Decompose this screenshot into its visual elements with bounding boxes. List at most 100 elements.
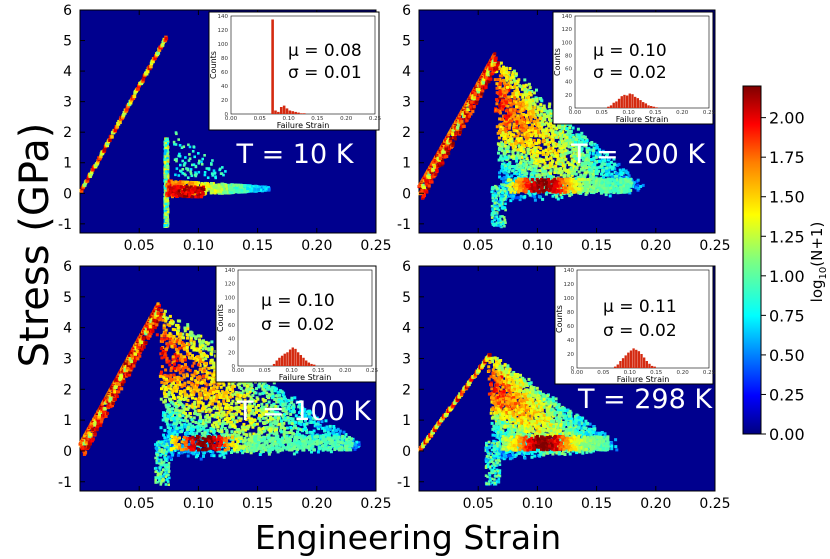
- heatmap-cell: [588, 168, 592, 172]
- heatmap-cell: [547, 143, 550, 147]
- inset-y-tick-label: 80: [565, 53, 572, 59]
- heatmap-cell: [558, 140, 561, 144]
- heatmap-cell: [422, 185, 427, 190]
- heatmap-cell: [619, 181, 623, 185]
- heatmap-cell: [422, 193, 426, 197]
- heatmap-cell: [163, 209, 167, 213]
- heatmap-cell: [604, 190, 608, 194]
- heatmap-cell: [175, 194, 178, 198]
- heatmap-cell: [530, 173, 534, 177]
- heatmap-cell: [498, 89, 502, 93]
- heatmap-cell: [220, 188, 224, 192]
- heatmap-cell: [518, 146, 522, 150]
- heatmap-cell: [210, 189, 214, 193]
- inset-y-tick-label: 140: [562, 14, 573, 20]
- heatmap-cell: [470, 100, 474, 104]
- heatmap-cell: [636, 183, 640, 187]
- heatmap-cell: [543, 176, 547, 180]
- heatmap-cell: [509, 103, 513, 107]
- heatmap-cell: [585, 148, 589, 152]
- heatmap-cell: [538, 169, 542, 173]
- heatmap-cell: [577, 139, 581, 143]
- x-tick-label: 0.25: [699, 238, 730, 254]
- heatmap-cell: [499, 70, 503, 74]
- heatmap-cell: [296, 417, 300, 421]
- heatmap-cell: [498, 171, 501, 175]
- heatmap-cell: [519, 93, 523, 97]
- heatmap-cell: [591, 186, 595, 190]
- heatmap-cell: [166, 202, 170, 205]
- heatmap-cell: [250, 185, 253, 189]
- heatmap-cell: [617, 162, 621, 166]
- heatmap-cell: [534, 142, 538, 146]
- heatmap-cell: [498, 96, 502, 100]
- heatmap-cell: [194, 195, 198, 199]
- heatmap-cell: [574, 147, 578, 151]
- heatmap-cell: [610, 172, 614, 176]
- heatmap-cell: [538, 113, 541, 117]
- heatmap-cell: [581, 182, 585, 186]
- heatmap-cell: [222, 187, 226, 191]
- heatmap-cell: [507, 88, 511, 92]
- heatmap-cell: [246, 187, 250, 191]
- heatmap-cell: [169, 179, 173, 183]
- heatmap-cell: [578, 179, 581, 183]
- histogram-bar: [291, 111, 295, 114]
- heatmap-cell: [536, 113, 540, 117]
- heatmap-cell: [313, 417, 317, 421]
- heatmap-cell: [570, 181, 574, 185]
- heatmap-cell: [163, 186, 167, 189]
- temperature-label: T = 200 K: [570, 139, 706, 170]
- heatmap-cell: [563, 183, 567, 187]
- heatmap-cell: [522, 173, 526, 177]
- heatmap-cell: [630, 181, 634, 185]
- heatmap-cell: [83, 183, 87, 187]
- heatmap-cell: [616, 181, 620, 185]
- histogram-bar: [277, 111, 280, 114]
- heatmap-cell: [194, 181, 198, 185]
- heatmap-cell: [576, 181, 580, 185]
- heatmap-cell: [493, 78, 497, 82]
- heatmap-cell: [202, 182, 206, 186]
- heatmap-cell: [194, 171, 197, 174]
- heatmap-cell: [522, 164, 526, 168]
- heatmap-cell: [586, 178, 590, 181]
- heatmap-cell: [619, 179, 623, 182]
- inset-xlabel: Failure Strain: [616, 115, 669, 124]
- heatmap-cell: [517, 190, 520, 194]
- heatmap-cell: [222, 185, 226, 189]
- heatmap-cell: [517, 110, 521, 114]
- heatmap-cell: [527, 129, 531, 133]
- heatmap-cell: [540, 99, 544, 103]
- heatmap-cell: [560, 158, 564, 162]
- heatmap-cell: [496, 187, 499, 191]
- heatmap-cell: [145, 72, 149, 76]
- heatmap-cell: [481, 89, 485, 93]
- heatmap-cell: [597, 148, 601, 152]
- heatmap-cell: [185, 188, 188, 192]
- heatmap-cell: [501, 102, 505, 106]
- heatmap-cell: [608, 178, 612, 182]
- heatmap-cell: [451, 132, 455, 136]
- inset-y-tick-label: 100: [218, 42, 229, 48]
- heatmap-cell: [613, 188, 617, 192]
- heatmap-cell: [213, 171, 217, 175]
- heatmap-cell: [172, 185, 176, 189]
- heatmap-cell: [543, 161, 547, 165]
- heatmap-cell: [164, 140, 167, 143]
- heatmap-cell: [505, 90, 509, 94]
- heatmap-cell: [528, 103, 532, 107]
- histogram-bar: [644, 103, 648, 108]
- heatmap-cell: [182, 188, 186, 192]
- heatmap-cell: [522, 126, 526, 130]
- heatmap-cell: [501, 215, 504, 218]
- heatmap-cell: [550, 109, 554, 113]
- heatmap-cell: [508, 84, 512, 88]
- heatmap-cell: [595, 151, 599, 155]
- heatmap-cell: [497, 64, 501, 68]
- heatmap-cell: [522, 184, 526, 188]
- heatmap-cell: [537, 145, 541, 149]
- heatmap-cell: [422, 183, 426, 188]
- heatmap-cell: [504, 202, 507, 206]
- heatmap-cell: [551, 194, 555, 198]
